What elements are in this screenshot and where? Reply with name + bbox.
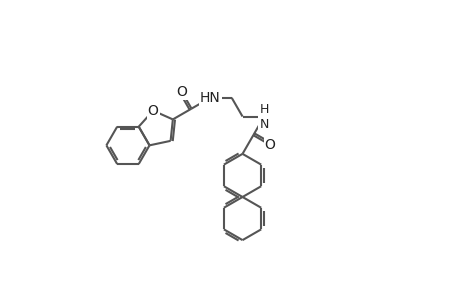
Text: H
N: H N [259, 103, 268, 130]
Text: HN: HN [199, 91, 220, 105]
Text: O: O [176, 85, 187, 99]
Text: O: O [147, 103, 158, 118]
Text: O: O [264, 138, 275, 152]
